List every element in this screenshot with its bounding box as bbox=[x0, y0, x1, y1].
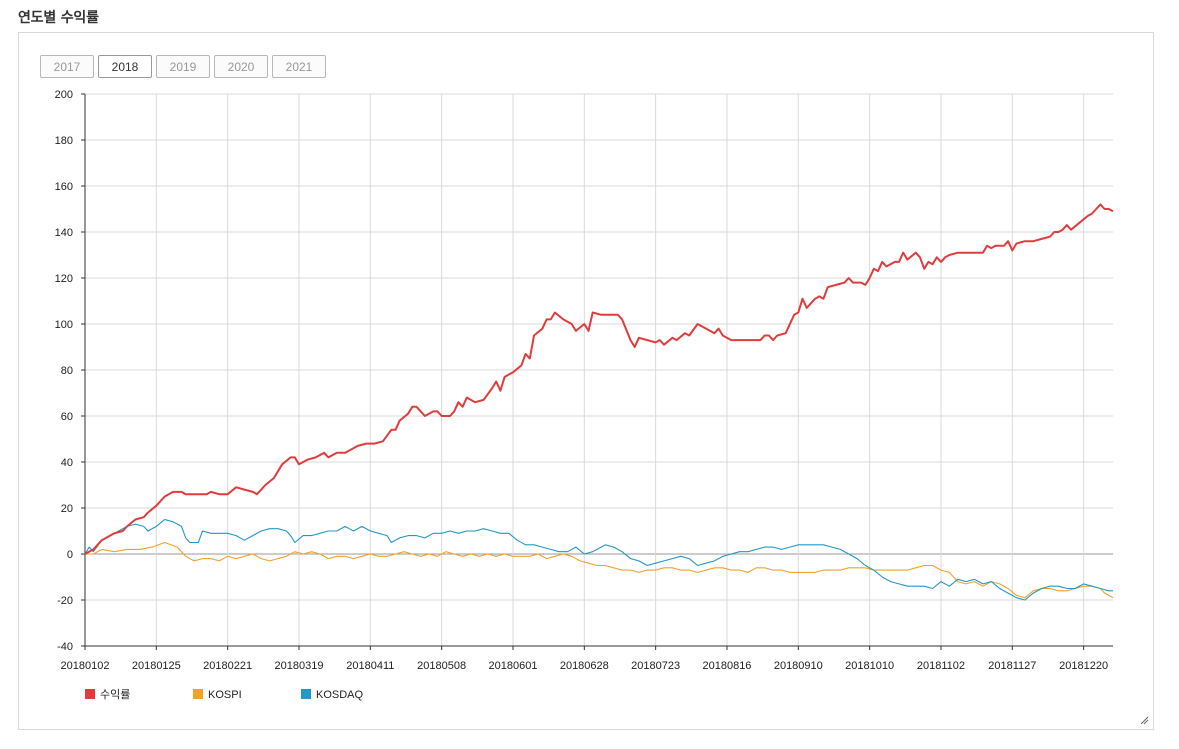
y-tick-label: 140 bbox=[55, 227, 73, 239]
resize-handle-icon[interactable] bbox=[1139, 715, 1149, 725]
x-tick-label: 20180411 bbox=[346, 660, 394, 672]
x-tick-label: 20180601 bbox=[489, 660, 538, 672]
x-tick-label: 20180102 bbox=[61, 660, 110, 672]
legend-swatch bbox=[193, 689, 203, 699]
legend-label: KOSDAQ bbox=[316, 689, 364, 701]
y-tick-label: 80 bbox=[61, 365, 73, 377]
tab-2017[interactable]: 2017 bbox=[40, 55, 94, 78]
x-tick-label: 20180125 bbox=[132, 660, 181, 672]
x-tick-label: 20181220 bbox=[1059, 660, 1108, 672]
legend-item: KOSDAQ bbox=[301, 689, 364, 701]
legend-swatch bbox=[301, 689, 311, 699]
tab-2019[interactable]: 2019 bbox=[156, 55, 210, 78]
tab-2020[interactable]: 2020 bbox=[214, 55, 268, 78]
year-tabs: 2017 2018 2019 2020 2021 bbox=[40, 55, 330, 78]
legend-swatch bbox=[85, 689, 95, 699]
y-tick-label: 0 bbox=[67, 549, 73, 561]
y-tick-label: 20 bbox=[61, 503, 73, 515]
y-tick-label: 60 bbox=[61, 411, 73, 423]
x-tick-label: 20181010 bbox=[845, 660, 894, 672]
series-line-2 bbox=[85, 541, 1114, 599]
y-tick-label: 160 bbox=[55, 181, 73, 193]
series-line-1 bbox=[84, 203, 1114, 555]
x-tick-label: 20180508 bbox=[417, 660, 466, 672]
page-title: 연도별 수익률 bbox=[18, 10, 99, 26]
grid-lines bbox=[81, 93, 1113, 650]
y-tick-label: 40 bbox=[61, 457, 73, 469]
tab-2021[interactable]: 2021 bbox=[272, 55, 326, 78]
y-tick-label: 200 bbox=[55, 89, 73, 101]
tab-2018[interactable]: 2018 bbox=[98, 55, 152, 78]
x-tick-label: 20180723 bbox=[631, 660, 680, 672]
legend-item: 수익률 bbox=[85, 688, 130, 701]
legend-label: 수익률 bbox=[100, 688, 130, 701]
x-tick-label: 20181102 bbox=[917, 660, 965, 672]
series-line-3 bbox=[84, 518, 1113, 601]
chart-panel: 2017 2018 2019 2020 2021 bbox=[18, 32, 1154, 730]
x-tick-label: 20180628 bbox=[560, 660, 609, 672]
y-tick-label: 180 bbox=[55, 135, 73, 147]
x-tick-label: 20181127 bbox=[988, 660, 1036, 672]
x-tick-label: 20180221 bbox=[203, 660, 252, 672]
legend-item: KOSPI bbox=[193, 689, 242, 701]
x-tick-label: 20180816 bbox=[702, 660, 751, 672]
y-tick-label: -40 bbox=[57, 641, 73, 653]
y-tick-label: -20 bbox=[57, 595, 73, 607]
y-tick-label: 100 bbox=[55, 319, 73, 331]
legend-label: KOSPI bbox=[208, 689, 242, 701]
x-tick-label: 20180319 bbox=[275, 660, 324, 672]
x-tick-label: 20180910 bbox=[774, 660, 823, 672]
y-tick-label: 120 bbox=[55, 273, 73, 285]
